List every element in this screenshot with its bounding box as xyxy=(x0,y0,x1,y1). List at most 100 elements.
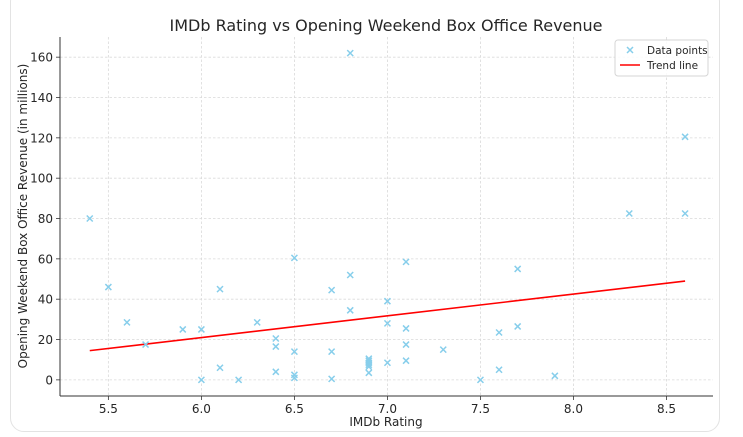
x-tick-label: 5.5 xyxy=(99,402,118,416)
x-tick-label: 6.5 xyxy=(285,402,304,416)
data-points-layer xyxy=(86,49,689,384)
x-tick-label: 7.5 xyxy=(471,402,490,416)
data-point xyxy=(142,341,150,349)
data-point xyxy=(253,318,261,326)
y-tick-label: 80 xyxy=(38,212,53,226)
data-point-stroke xyxy=(290,254,298,262)
y-tick-label: 120 xyxy=(30,131,53,145)
grid xyxy=(60,37,713,396)
data-point xyxy=(402,324,410,332)
data-point xyxy=(383,359,391,367)
data-point xyxy=(402,258,410,266)
data-point xyxy=(272,343,280,351)
data-point-stroke xyxy=(476,376,484,384)
data-point xyxy=(290,254,298,262)
data-point-stroke xyxy=(495,328,503,336)
data-point-stroke xyxy=(346,306,354,314)
data-point xyxy=(365,363,373,371)
data-point-stroke xyxy=(216,364,224,372)
data-point-stroke xyxy=(383,297,391,305)
data-point xyxy=(346,271,354,279)
legend-label-data-points: Data points xyxy=(647,45,708,57)
data-point xyxy=(346,49,354,57)
data-point-stroke xyxy=(365,363,373,371)
data-point-stroke xyxy=(681,133,689,141)
data-point-stroke xyxy=(551,372,559,380)
data-point xyxy=(328,286,336,294)
data-point xyxy=(235,376,243,384)
data-point-stroke xyxy=(216,285,224,293)
data-point xyxy=(272,334,280,343)
legend-marker-icon xyxy=(626,46,634,54)
data-point-stroke xyxy=(290,348,298,356)
y-axis-label: Opening Weekend Box Office Revenue (in m… xyxy=(16,64,30,369)
data-point xyxy=(495,366,503,374)
data-point xyxy=(681,133,689,141)
data-point-stroke xyxy=(383,359,391,367)
data-point-stroke xyxy=(365,369,373,377)
y-tick-label: 40 xyxy=(38,293,53,307)
data-point-stroke xyxy=(514,265,522,273)
data-point xyxy=(328,348,336,356)
data-point-stroke xyxy=(402,341,410,349)
y-tick-label: 20 xyxy=(38,333,53,347)
x-tick-label: 8.5 xyxy=(657,402,676,416)
data-point-stroke xyxy=(402,258,410,266)
data-point-stroke xyxy=(365,361,373,369)
data-point xyxy=(197,376,205,384)
data-point xyxy=(123,318,131,326)
legend: Data points Trend line xyxy=(614,39,709,77)
x-axis-label: IMDb Rating xyxy=(349,415,422,429)
data-point xyxy=(383,297,391,305)
y-tick-label: 160 xyxy=(30,51,53,65)
y-tick-label: 0 xyxy=(45,373,53,387)
y-ticks: 0 20 40 60 80 100 120 140 160 xyxy=(30,51,60,387)
data-point-stroke xyxy=(86,214,94,223)
data-point xyxy=(681,209,689,218)
trend-line-layer xyxy=(89,280,686,352)
data-point xyxy=(346,306,354,314)
data-point-stroke xyxy=(272,334,280,343)
data-point xyxy=(216,364,224,372)
y-tick-label: 60 xyxy=(38,252,53,266)
x-ticks: 5.5 6.0 6.5 7.0 7.5 8.0 8.5 xyxy=(99,396,676,416)
data-point-stroke xyxy=(328,286,336,294)
data-point-stroke xyxy=(402,324,410,332)
data-point-stroke xyxy=(290,374,298,382)
data-point xyxy=(365,369,373,377)
data-point-stroke xyxy=(514,322,522,330)
data-point xyxy=(476,376,484,384)
data-point-stroke xyxy=(272,368,280,376)
data-point-stroke xyxy=(383,319,391,327)
data-point-stroke xyxy=(625,209,633,218)
data-point-stroke xyxy=(253,318,261,326)
data-point xyxy=(383,319,391,327)
legend-label-trend-line: Trend line xyxy=(646,60,698,72)
data-point xyxy=(365,361,373,369)
data-point xyxy=(402,357,410,365)
trend-line xyxy=(89,280,686,352)
data-point-stroke xyxy=(197,325,205,333)
data-point xyxy=(328,375,336,383)
legend-marker-stroke xyxy=(626,46,634,54)
x-tick-label: 6.0 xyxy=(192,402,211,416)
data-point-stroke xyxy=(346,271,354,279)
data-point xyxy=(439,346,447,354)
data-point-stroke xyxy=(272,343,280,351)
data-point-stroke xyxy=(681,209,689,218)
x-tick-label: 8.0 xyxy=(564,402,583,416)
figure-card xyxy=(10,0,720,432)
data-point-stroke xyxy=(235,376,243,384)
data-point-stroke xyxy=(402,357,410,365)
data-point xyxy=(104,283,112,291)
x-tick-label: 7.0 xyxy=(378,402,397,416)
y-tick-label: 100 xyxy=(30,172,53,186)
data-point xyxy=(402,341,410,349)
data-point xyxy=(495,328,503,336)
chart-title: IMDb Rating vs Opening Weekend Box Offic… xyxy=(170,16,603,35)
data-point-stroke xyxy=(328,375,336,383)
data-point xyxy=(197,325,205,333)
data-point-stroke xyxy=(495,366,503,374)
data-point xyxy=(514,322,522,330)
data-point xyxy=(551,372,559,380)
